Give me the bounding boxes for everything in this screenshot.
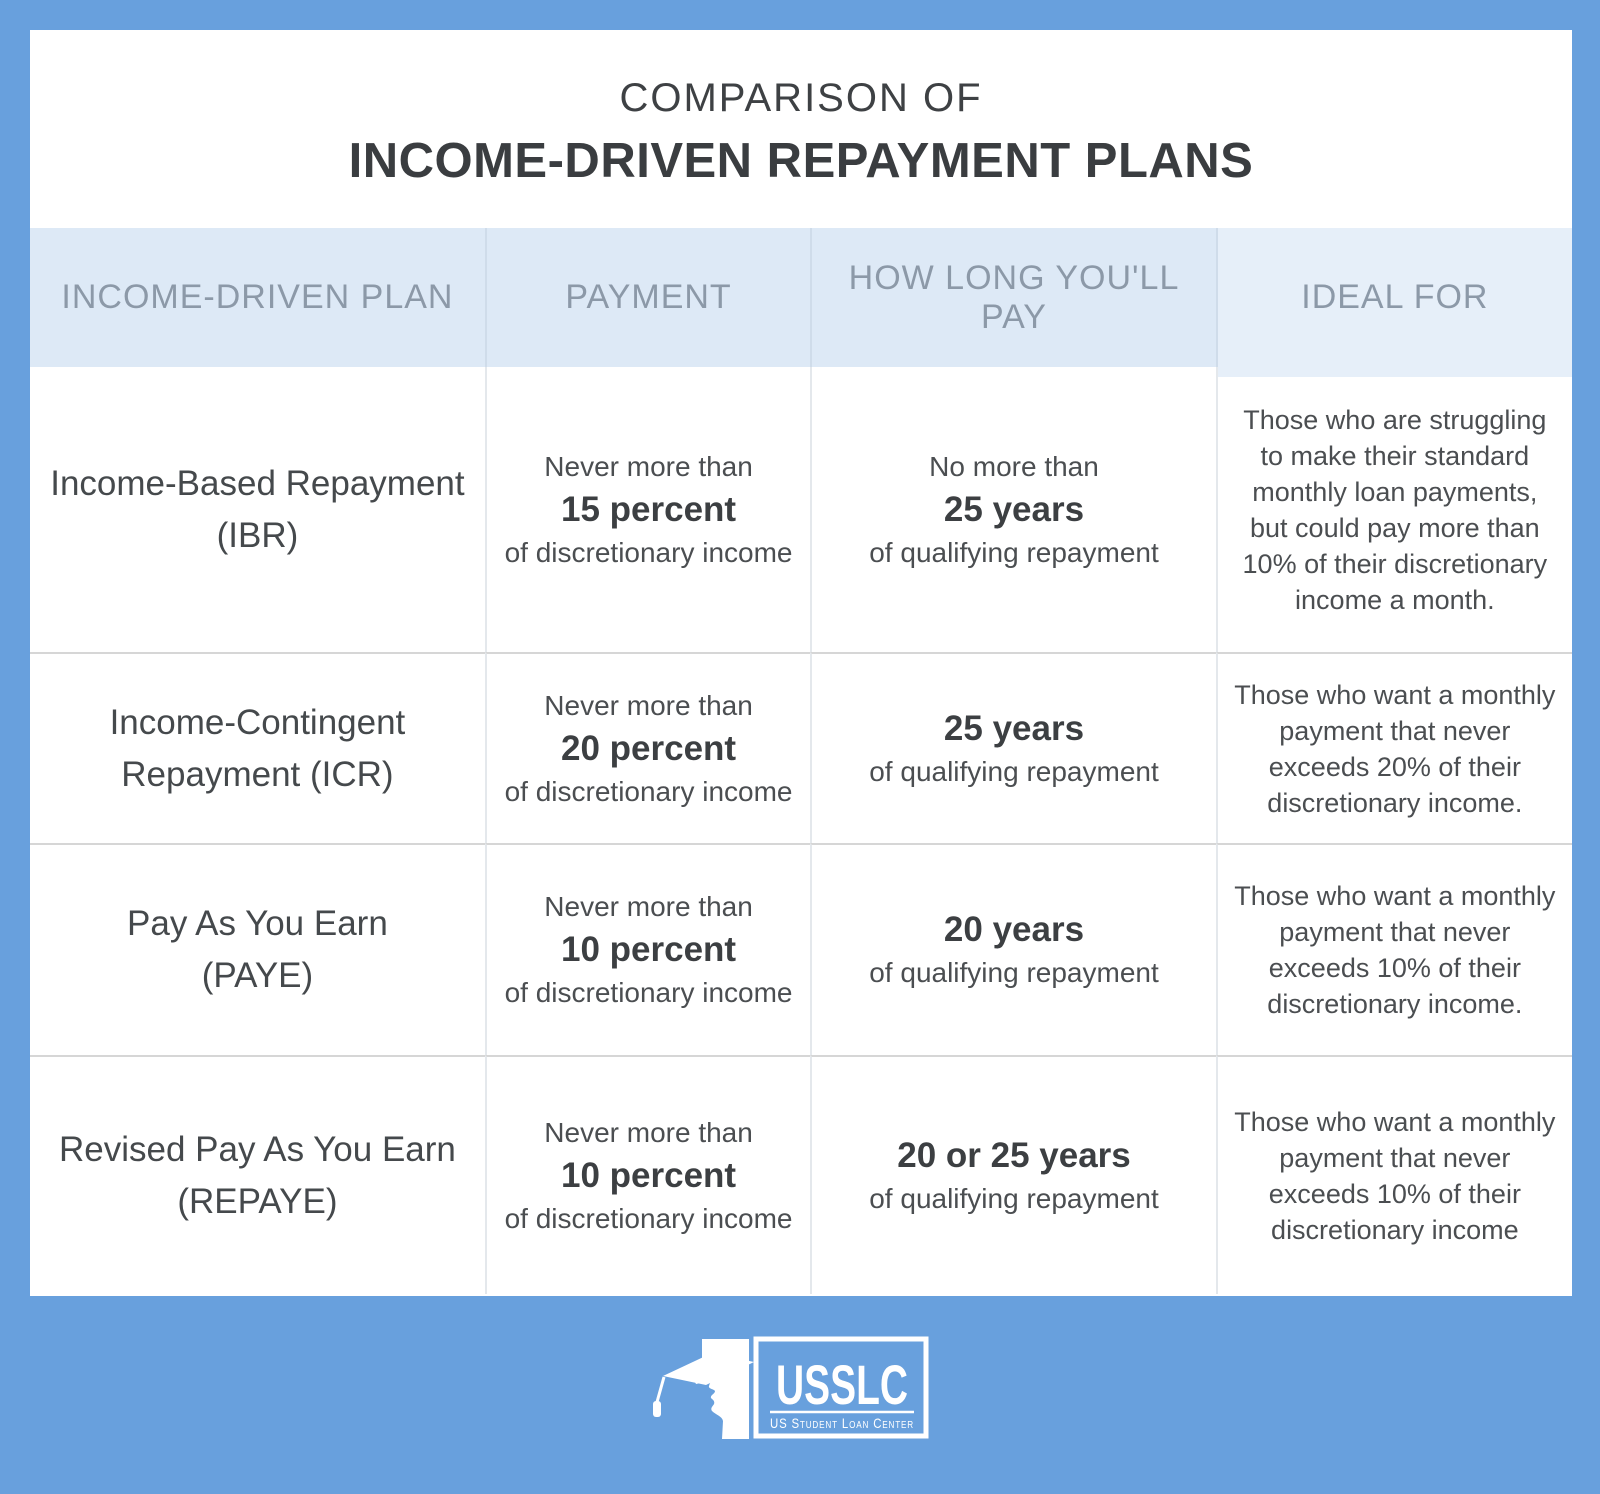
payment-amount: 20 percent	[561, 728, 737, 768]
graduate-silhouette-icon: USSLC US Student Loan Center	[653, 1336, 929, 1439]
payment-suffix: of discretionary income	[504, 536, 793, 568]
table-row-paye-payment: Never more than 10 percent of discretion…	[484, 843, 811, 1055]
duration-suffix: of qualifying repayment	[869, 755, 1159, 787]
table-row-repaye-payment: Never more than 10 percent of discretion…	[484, 1055, 811, 1294]
duration-amount: 25 years	[943, 708, 1085, 748]
duration-suffix: of qualifying repayment	[869, 536, 1159, 568]
table-row-ibr-payment: Never more than 15 percent of discretion…	[484, 367, 810, 652]
plan-name: Pay As You Earn	[127, 904, 388, 943]
table-row-ibr-duration: No more than 25 years of qualifying repa…	[810, 367, 1216, 652]
table-row-ibr-plan: Income-Based Repayment (IBR)	[30, 367, 485, 652]
logo-subtitle: US Student Loan Center	[770, 1415, 914, 1431]
ideal-for-text: Those who want a monthly payment that ne…	[1234, 1106, 1556, 1245]
ideal-for-text: Those who want a monthly payment that ne…	[1234, 881, 1556, 1019]
logo-acronym: USSLC	[776, 1353, 908, 1416]
payment-prefix: Never more than	[544, 689, 753, 721]
payment-suffix: of discretionary income	[504, 775, 793, 807]
plan-abbreviation: (PAYE)	[201, 956, 314, 995]
payment-suffix: of discretionary income	[504, 1202, 793, 1234]
plan-abbreviation: (REPAYE)	[177, 1181, 338, 1221]
column-header-ideal-for: IDEAL FOR	[1215, 228, 1572, 377]
duration-suffix: of qualifying repayment	[869, 957, 1159, 988]
column-header-duration: HOW LONG YOU'LL PAY	[810, 228, 1216, 367]
plan-name: Income-Contingent	[109, 702, 406, 742]
table-row-icr-payment: Never more than 20 percent of discretion…	[484, 652, 811, 843]
ideal-for-text: Those who are struggling to make their s…	[1242, 404, 1548, 615]
title-block: COMPARISON OF INCOME-DRIVEN REPAYMENT PL…	[30, 30, 1572, 228]
duration-prefix: No more than	[929, 450, 1099, 482]
payment-amount: 10 percent	[561, 930, 737, 969]
table-row-paye-ideal-for: Those who want a monthly payment that ne…	[1215, 843, 1572, 1055]
table-row-repaye-plan: Revised Pay As You Earn (REPAYE)	[30, 1055, 485, 1294]
usslc-logo: USSLC US Student Loan Center	[630, 1326, 940, 1466]
comparison-table: INCOME-DRIVEN PLAN PAYMENT HOW LONG YOU'…	[30, 228, 1572, 1294]
plan-name: Revised Pay As You Earn	[58, 1129, 456, 1169]
table-row-repaye-duration: 20 or 25 years of qualifying repayment	[810, 1055, 1216, 1294]
plan-abbreviation: (IBR)	[216, 515, 299, 555]
plan-name: Income-Based Repayment	[50, 463, 465, 503]
table-row-paye-plan: Pay As You Earn (PAYE)	[30, 843, 485, 1055]
column-header-plan: INCOME-DRIVEN PLAN	[30, 228, 485, 367]
payment-amount: 15 percent	[561, 489, 737, 529]
table-row-icr-plan: Income-Contingent Repayment (ICR)	[30, 652, 485, 843]
payment-prefix: Never more than	[544, 450, 753, 482]
ideal-for-text: Those who want a monthly payment that ne…	[1234, 679, 1556, 818]
duration-amount: 20 years	[943, 910, 1085, 949]
table-row-repaye-ideal-for: Those who want a monthly payment that ne…	[1215, 1055, 1572, 1294]
plan-abbreviation: Repayment (ICR)	[121, 754, 394, 794]
title-kicker: COMPARISON OF	[619, 75, 983, 120]
duration-amount: 20 or 25 years	[897, 1135, 1131, 1175]
table-row-paye-duration: 20 years of qualifying repayment	[810, 843, 1216, 1055]
payment-prefix: Never more than	[544, 891, 753, 922]
infographic-card: COMPARISON OF INCOME-DRIVEN REPAYMENT PL…	[30, 30, 1572, 1296]
table-row-icr-ideal-for: Those who want a monthly payment that ne…	[1215, 652, 1572, 843]
table-row-icr-duration: 25 years of qualifying repayment	[810, 652, 1216, 843]
payment-prefix: Never more than	[544, 1116, 753, 1148]
payment-suffix: of discretionary income	[504, 977, 793, 1008]
page-title: INCOME-DRIVEN REPAYMENT PLANS	[348, 133, 1254, 188]
table-row-ibr-ideal-for: Those who are struggling to make their s…	[1215, 367, 1572, 652]
payment-amount: 10 percent	[561, 1155, 737, 1195]
duration-suffix: of qualifying repayment	[869, 1182, 1159, 1214]
column-header-payment: PAYMENT	[484, 228, 811, 367]
duration-amount: 25 years	[943, 489, 1085, 529]
